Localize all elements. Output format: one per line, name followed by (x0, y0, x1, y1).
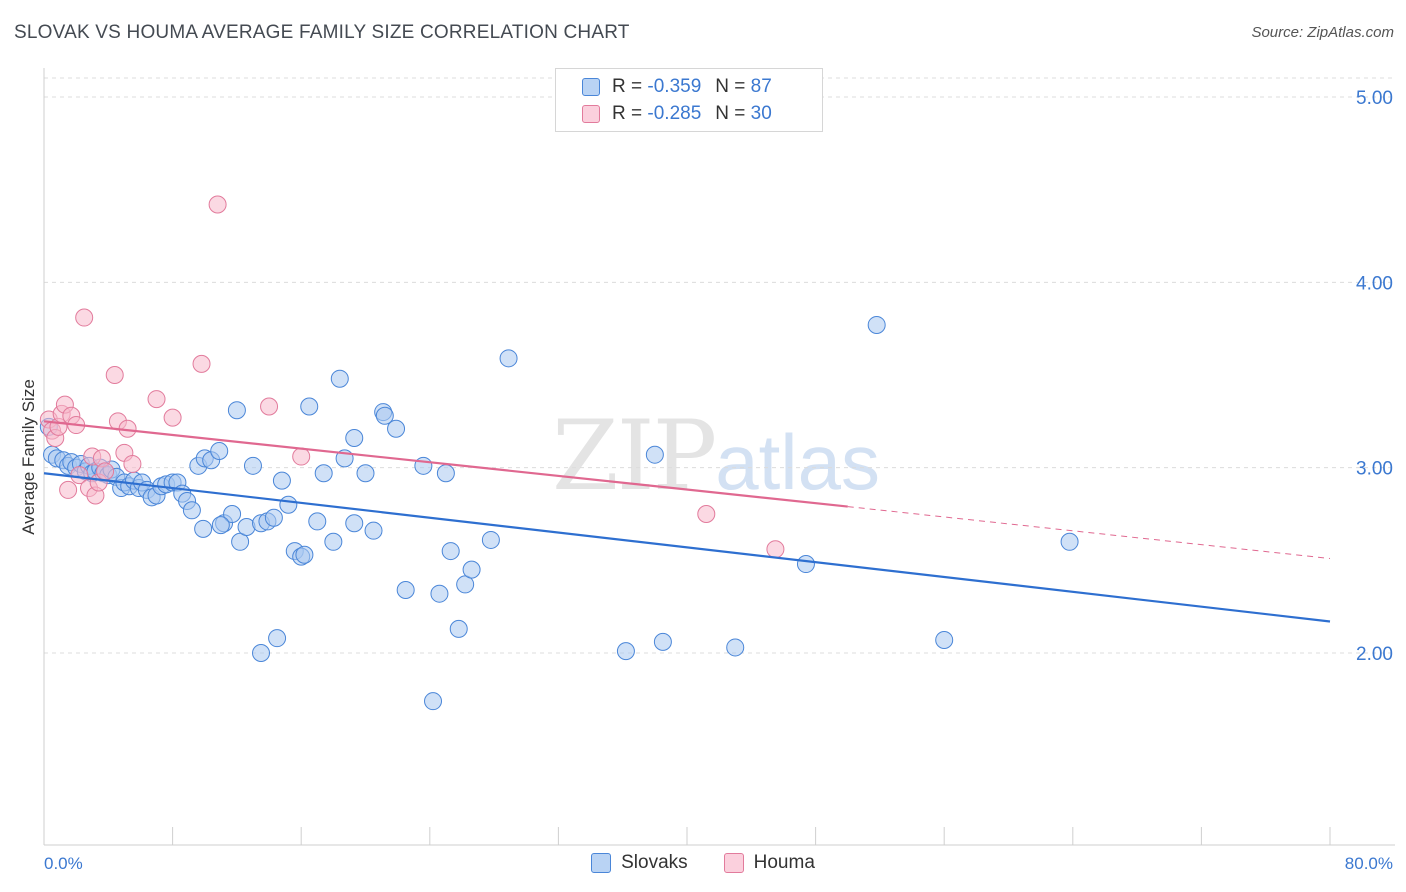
slovaks-point (375, 406, 394, 425)
legend-n-label: N = (715, 103, 746, 124)
axis-layer (43, 68, 1395, 846)
slovaks-point (330, 369, 349, 388)
houma-point (163, 408, 182, 427)
houma-point (766, 540, 785, 559)
slovaks-point (424, 692, 443, 711)
bottom-legend-houma[interactable]: Houma (723, 852, 815, 874)
y-tick-label: 5.00 (1356, 88, 1393, 109)
legend-swatch-slovaks (582, 78, 600, 96)
y-axis-label: Average Family Size (19, 379, 38, 535)
slovaks-point (308, 512, 327, 531)
legend-swatch-houma (582, 105, 600, 123)
slovaks-point (314, 464, 333, 483)
trend-layer (43, 420, 1331, 623)
source-label: Source: ZipAtlas.com (1251, 24, 1394, 41)
legend-r-value-houma: -0.285 (647, 103, 702, 124)
slovaks-point (364, 521, 383, 540)
slovaks-point (227, 401, 246, 420)
slovaks-point (252, 644, 271, 662)
slovaks-point (231, 532, 250, 551)
slovaks-point (387, 419, 406, 438)
slovaks-point (210, 441, 229, 460)
houma-trend-line (43, 420, 848, 508)
watermark-zip: ZIP (552, 400, 717, 512)
bottom-legend-swatch-slovaks (591, 853, 612, 873)
y-tick-label: 4.00 (1356, 273, 1393, 294)
slovaks-point (324, 532, 343, 551)
bottom-legend-label-slovaks: Slovaks (621, 852, 688, 873)
slovaks-point (268, 629, 287, 648)
slovaks-point (300, 397, 319, 416)
y-tick-label: 2.00 (1356, 644, 1393, 665)
houma-point (147, 390, 166, 409)
slovaks-point (345, 429, 364, 448)
houma-point (70, 466, 89, 485)
y-tick-label: 3.00 (1356, 459, 1393, 480)
houma-point (208, 195, 227, 214)
houma-point (123, 454, 142, 473)
houma-trend-extension (847, 506, 1331, 559)
legend-r-label: R = (612, 103, 643, 124)
legend-row-slovaks: R = -0.359 N = 87 (582, 76, 772, 98)
houma-point (75, 308, 94, 327)
x-tick-label-max: 80.0% (1345, 854, 1393, 873)
slovaks-trend-line (43, 472, 1331, 623)
slovaks-point (616, 642, 635, 661)
legend: R = -0.359 N = 87 R = -0.285 N = 30 (555, 68, 823, 132)
x-tick-label-min: 0.0% (44, 854, 83, 873)
slovaks-point (726, 638, 745, 657)
slovaks-point (935, 631, 954, 650)
slovaks-point (211, 516, 230, 535)
slovaks-point (264, 508, 283, 527)
slovaks-point (279, 495, 298, 514)
houma-point (192, 354, 211, 373)
slovaks-point (456, 575, 475, 594)
slovaks-point (356, 464, 375, 483)
slovaks-point (430, 584, 449, 603)
slovaks-point (449, 619, 468, 638)
slovaks-point (1060, 532, 1079, 551)
slovaks-point (223, 505, 242, 523)
slovaks-point (272, 471, 291, 490)
bottom-legend-slovaks[interactable]: Slovaks (591, 852, 688, 874)
bottom-legend-label-houma: Houma (753, 852, 815, 873)
houma-point (260, 397, 279, 416)
grid-layer (44, 77, 1395, 654)
watermark: ZIPatlas (552, 400, 880, 512)
legend-n-label: N = (715, 76, 746, 97)
slovaks-point (481, 530, 500, 549)
legend-r-value-slovaks: -0.359 (647, 76, 702, 97)
slovaks-point (441, 542, 460, 561)
watermark-atlas: atlas (715, 418, 880, 506)
slovaks-point (462, 560, 481, 579)
slovaks-point (243, 456, 262, 475)
legend-r-label: R = (612, 76, 643, 97)
houma-point (697, 505, 716, 523)
slovaks-point (436, 464, 455, 483)
points-layer (39, 195, 1079, 711)
slovaks-point (867, 315, 886, 334)
houma-point (59, 480, 78, 499)
label-layer: 2.00 3.00 4.00 5.00 0.0% 80.0% Average Family … (19, 88, 1393, 873)
legend-n-value-houma: 30 (750, 103, 772, 124)
houma-point (96, 462, 115, 481)
legend-n-value-slovaks: 87 (750, 76, 772, 97)
slovaks-point (396, 580, 415, 599)
chart-title: SLOVAK VS HOUMA AVERAGE FAMILY SIZE CORR… (14, 22, 630, 43)
slovaks-point (345, 514, 364, 533)
slovaks-point (499, 349, 518, 368)
slovaks-point (645, 445, 664, 464)
slovaks-point (796, 555, 815, 574)
slovaks-point (194, 519, 213, 538)
bottom-legend: Slovaks Houma (0, 852, 1406, 874)
slovaks-point (295, 545, 314, 564)
bottom-legend-swatch-houma (723, 853, 744, 873)
houma-point (105, 366, 124, 384)
slovaks-point (653, 632, 672, 651)
legend-row-houma: R = -0.285 N = 30 (582, 103, 772, 125)
slovaks-point (182, 501, 201, 520)
houma-point (292, 447, 311, 466)
